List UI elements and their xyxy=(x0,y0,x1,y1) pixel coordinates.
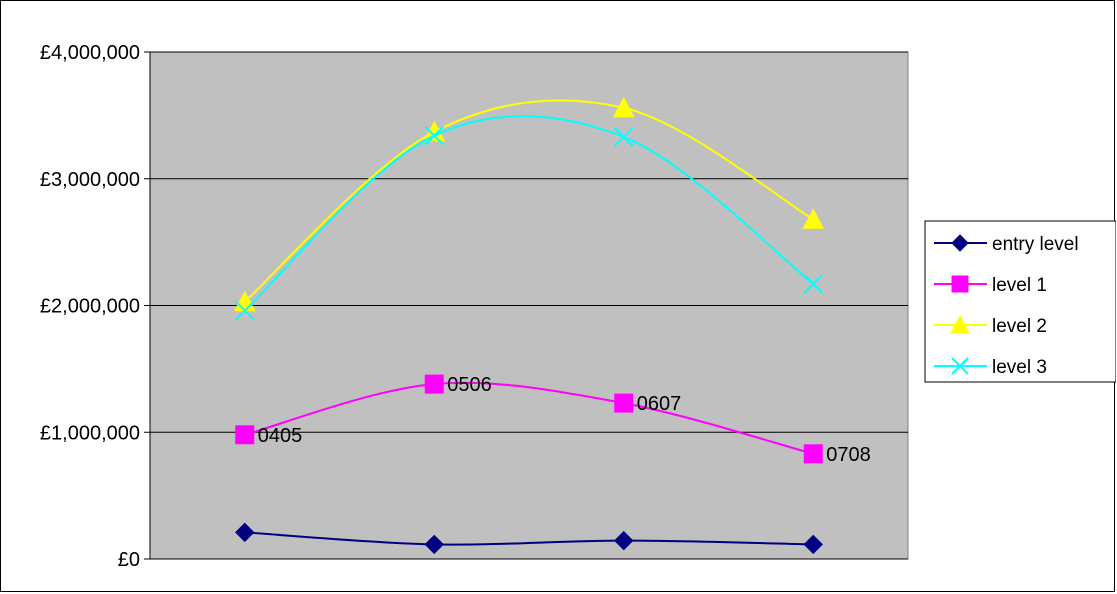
y-tick-label: £1,000,000 xyxy=(40,422,140,444)
y-tick-label: £2,000,000 xyxy=(40,296,140,318)
y-tick-label: £4,000,000 xyxy=(40,42,140,64)
point-level-1-0607 xyxy=(614,393,634,413)
marker-stroke xyxy=(803,274,823,294)
series-line-level-2 xyxy=(244,99,814,303)
point-entry-level-0708 xyxy=(803,534,823,555)
data-label: 0607 xyxy=(637,393,682,415)
legend-marker xyxy=(951,357,969,375)
marker-stroke xyxy=(424,125,444,146)
legend-item-entry-level: entry level xyxy=(934,234,1079,255)
marker-stroke xyxy=(614,127,634,147)
series-entry-level xyxy=(235,522,823,555)
point-level-3-0506 xyxy=(424,125,444,146)
legend-marker xyxy=(951,275,969,293)
y-tick-label: £0 xyxy=(118,549,140,571)
point-level-1-0506 xyxy=(424,374,444,394)
plot-area: £0 £1,000,000 £2,000,000 £3,000,000 £4,000,0… xyxy=(40,42,909,571)
point-entry-level-0405 xyxy=(235,522,255,543)
legend-marker xyxy=(950,314,970,334)
legend-marker xyxy=(951,234,969,252)
y-tick-label: £3,000,000 xyxy=(40,169,140,191)
legend-item-level-3: level 3 xyxy=(934,357,1047,378)
data-label: 0405 xyxy=(258,425,303,447)
point-level-1-0405 xyxy=(235,425,255,445)
series-line-level-1 xyxy=(244,381,814,455)
legend-item-level-2: level 2 xyxy=(934,314,1047,337)
point-level-2-0607 xyxy=(612,96,635,118)
point-level-1-0708 xyxy=(803,444,823,464)
legend-label: entry level xyxy=(992,234,1079,255)
data-label: 0506 xyxy=(447,374,492,396)
point-entry-level-0506 xyxy=(424,534,444,555)
point-level-3-0405 xyxy=(235,300,255,321)
legend-item-level-1: level 1 xyxy=(934,275,1047,296)
marker-stroke xyxy=(951,357,969,375)
series-line-level-3 xyxy=(244,115,814,312)
point-entry-level-0607 xyxy=(614,530,634,551)
series-level-3 xyxy=(235,115,823,321)
legend-label: level 2 xyxy=(992,316,1047,337)
series-line-entry-level xyxy=(244,531,814,546)
legend-label: level 1 xyxy=(992,275,1047,296)
point-level-3-0607 xyxy=(614,127,634,147)
marker-stroke xyxy=(235,300,255,321)
legend-label: level 3 xyxy=(992,357,1047,378)
point-level-2-0708 xyxy=(802,208,825,229)
legend: entry level level 1 level 2 level 3 xyxy=(924,220,1116,383)
data-label: 0708 xyxy=(826,444,871,466)
point-level-3-0708 xyxy=(803,274,823,294)
series-level-1: 0405 0506 0607 0708 xyxy=(235,374,871,466)
series-layer: 0405 0506 0607 0708 xyxy=(233,96,871,555)
